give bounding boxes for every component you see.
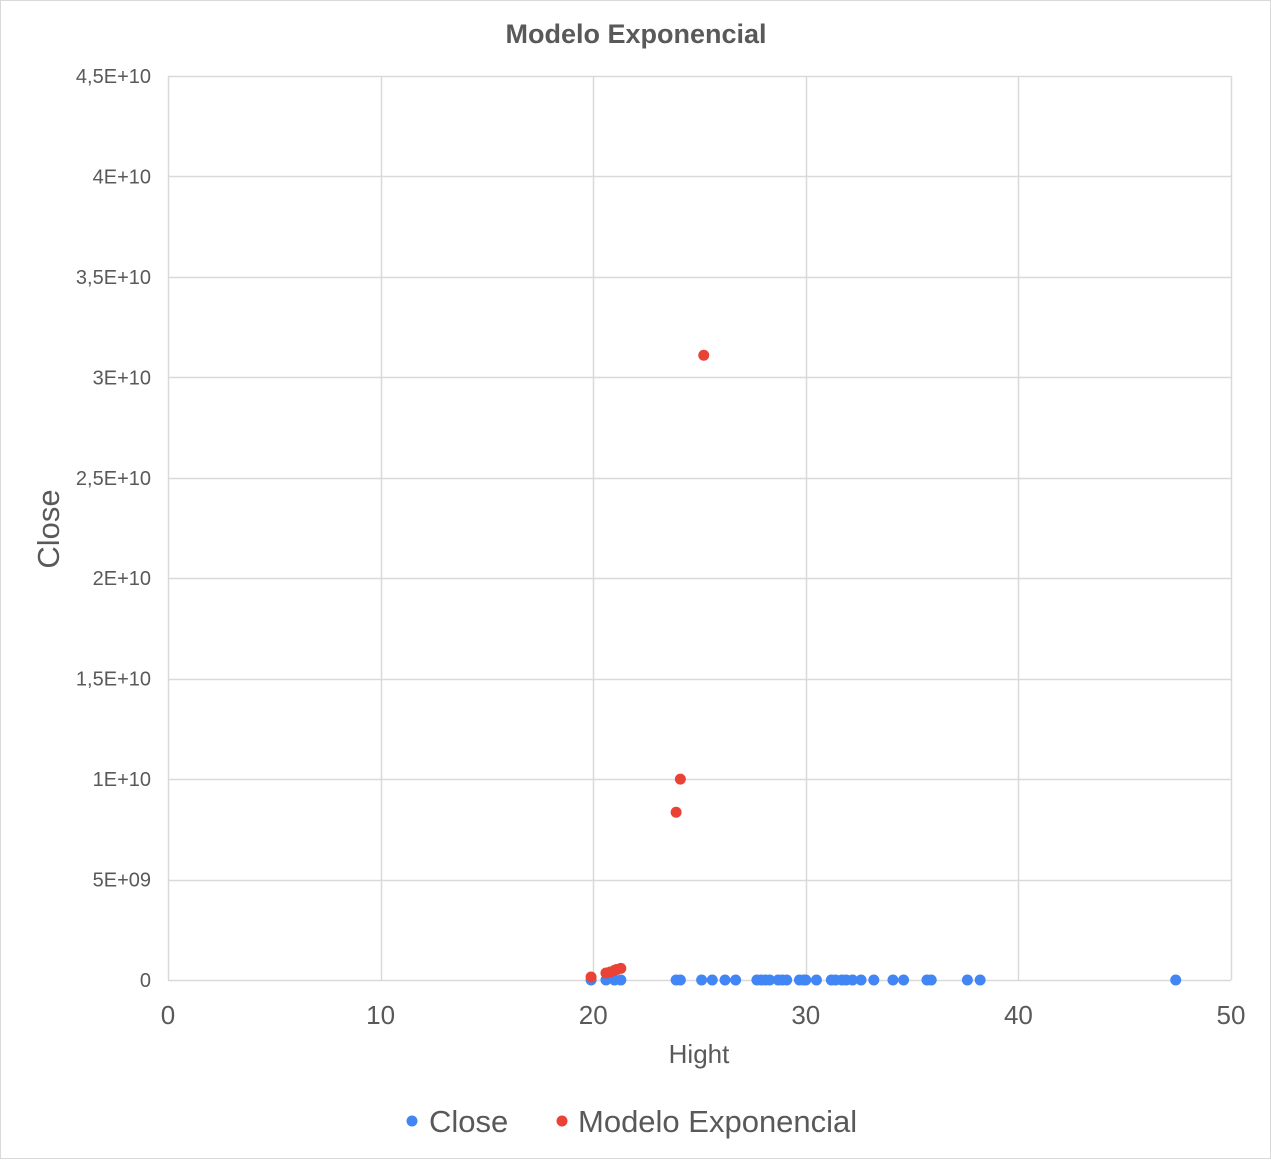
data-point-close[interactable] xyxy=(847,974,859,986)
gridlines xyxy=(167,75,1233,982)
y-tick-label: 2,5E+10 xyxy=(76,468,151,490)
y-axis-label: Close xyxy=(31,489,66,568)
data-point-modelo-exponencial[interactable] xyxy=(698,349,710,361)
data-point-close[interactable] xyxy=(730,974,742,986)
legend-marker-modelo-exponencial xyxy=(556,1115,568,1127)
data-point-close[interactable] xyxy=(898,974,910,986)
data-point-modelo-exponencial[interactable] xyxy=(615,962,627,974)
data-point-close[interactable] xyxy=(800,974,812,986)
data-point-close[interactable] xyxy=(674,974,686,986)
y-tick-label: 1,5E+10 xyxy=(76,669,151,691)
data-point-close[interactable] xyxy=(810,974,822,986)
data-point-close[interactable] xyxy=(925,974,937,986)
data-points xyxy=(585,349,1182,986)
data-point-close[interactable] xyxy=(887,974,899,986)
legend: Close Modelo Exponencial xyxy=(406,1104,858,1139)
data-point-close[interactable] xyxy=(615,974,627,986)
legend-item-modelo-exponencial[interactable]: Modelo Exponencial xyxy=(556,1104,858,1139)
legend-label-modelo-exponencial: Modelo Exponencial xyxy=(578,1104,857,1139)
y-tick-label: 4,5E+10 xyxy=(76,66,151,88)
data-point-close[interactable] xyxy=(781,974,793,986)
data-point-close[interactable] xyxy=(706,974,718,986)
data-point-close[interactable] xyxy=(961,974,973,986)
y-tick-label: 4E+10 xyxy=(93,166,151,188)
data-point-modelo-exponencial[interactable] xyxy=(674,773,686,785)
y-tick-label: 2E+10 xyxy=(93,568,151,590)
x-axis-tick-labels: 0 10 20 30 40 50 xyxy=(161,1000,1246,1030)
data-point-modelo-exponencial[interactable] xyxy=(670,806,682,818)
data-point-modelo-exponencial[interactable] xyxy=(585,971,597,983)
data-point-close[interactable] xyxy=(696,974,708,986)
y-tick-label: 5E+09 xyxy=(93,870,151,892)
x-tick-label: 30 xyxy=(791,1000,820,1030)
data-point-close[interactable] xyxy=(868,974,880,986)
x-axis-label: Hight xyxy=(669,1039,730,1069)
data-point-close[interactable] xyxy=(974,974,986,986)
x-tick-label: 20 xyxy=(579,1000,608,1030)
y-tick-label: 3,5E+10 xyxy=(76,267,151,289)
data-point-close[interactable] xyxy=(1170,974,1182,986)
y-tick-label: 1E+10 xyxy=(93,769,151,791)
x-tick-label: 10 xyxy=(366,1000,395,1030)
data-point-close[interactable] xyxy=(764,974,776,986)
y-tick-label: 0 xyxy=(140,970,151,992)
data-point-close[interactable] xyxy=(855,974,867,986)
legend-item-close[interactable]: Close xyxy=(406,1104,509,1139)
data-point-close[interactable] xyxy=(719,974,731,986)
chart-title: Modelo Exponencial xyxy=(505,19,766,49)
legend-marker-close xyxy=(406,1115,418,1127)
y-tick-label: 3E+10 xyxy=(93,367,151,389)
y-axis-tick-labels: 0 5E+09 1E+10 1,5E+10 2E+10 2,5E+10 3E+10 3,5E+… xyxy=(76,66,151,992)
legend-label-close: Close xyxy=(429,1104,508,1139)
x-tick-label: 40 xyxy=(1004,1000,1033,1030)
x-tick-label: 0 xyxy=(161,1000,175,1030)
x-tick-label: 50 xyxy=(1217,1000,1246,1030)
